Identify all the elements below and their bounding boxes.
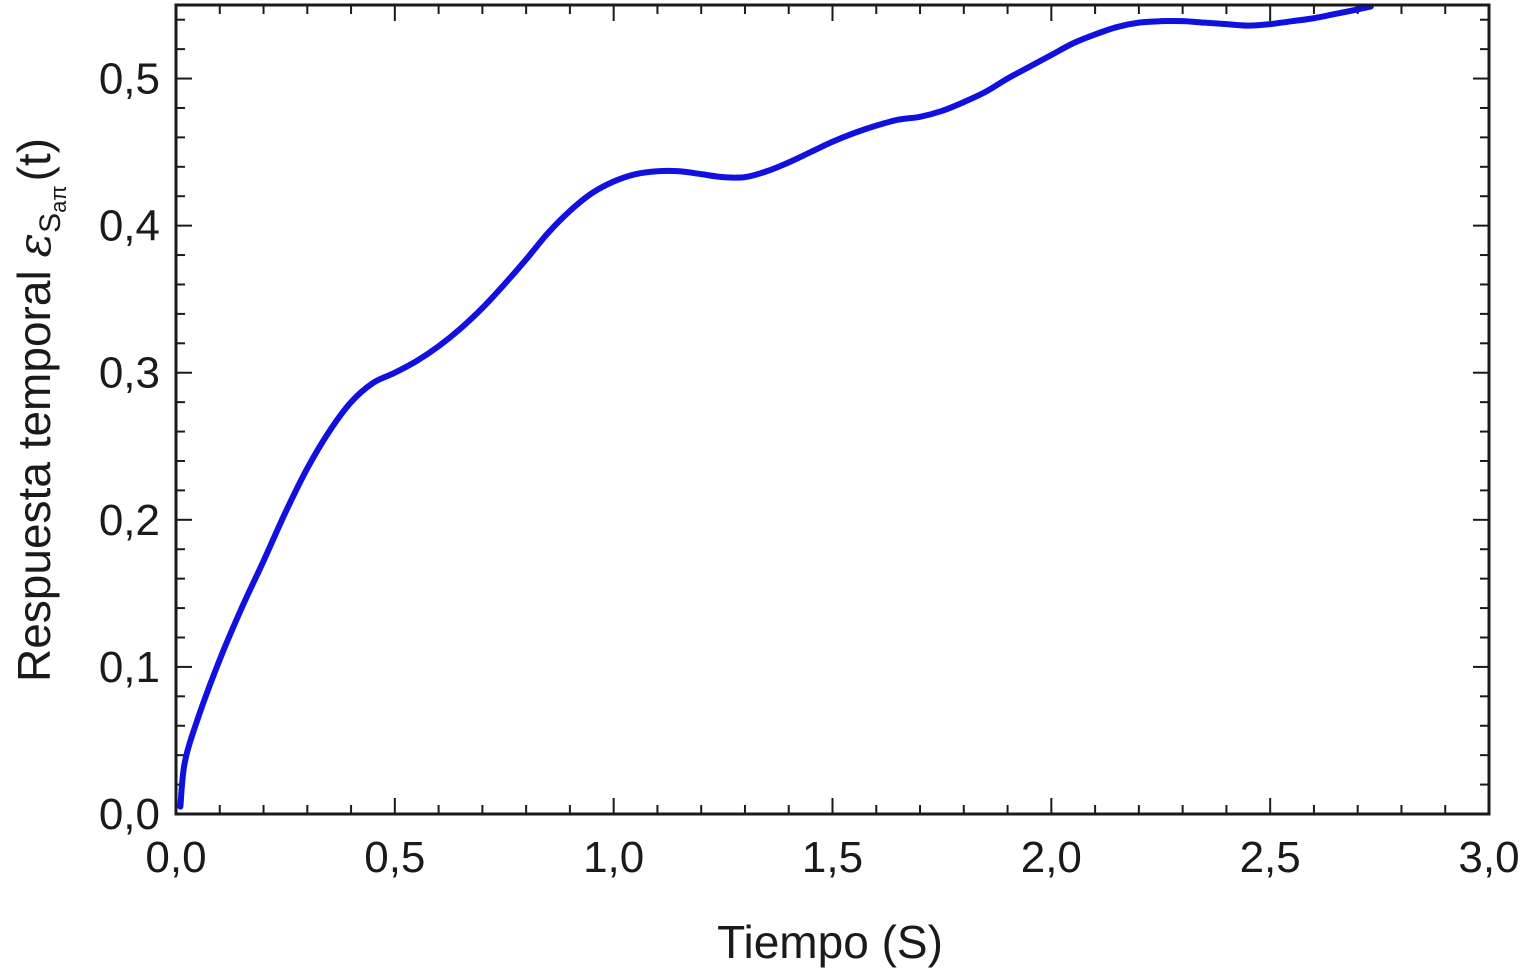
x-tick-label: 3,0 xyxy=(1458,833,1519,882)
y-tick-label: 0,0 xyxy=(99,790,160,839)
y-tick-label: 0,3 xyxy=(99,349,160,398)
series-line xyxy=(177,3,1374,810)
y-tick-label: 0,4 xyxy=(99,202,160,251)
x-tick-label: 2,5 xyxy=(1240,833,1301,882)
plot-frame xyxy=(174,3,1491,816)
y-tick-label: 0,5 xyxy=(99,55,160,104)
y-axis-title-symbol: ε xyxy=(7,233,61,258)
y-tick-label: 0,1 xyxy=(99,643,160,692)
y-axis-title: Respuesta temporal εSaπ (t) xyxy=(7,138,71,682)
y-axis-title-suffix: (t) xyxy=(8,138,60,181)
y-tick-label: 0,2 xyxy=(99,496,160,545)
y-axis-title-text: Respuesta temporal xyxy=(8,258,60,682)
x-tick-label: 0,0 xyxy=(145,833,206,882)
x-tick-label: 1,5 xyxy=(802,833,863,882)
y-axis-title-subsubscript: aπ xyxy=(46,185,71,212)
series xyxy=(177,3,1374,810)
x-axis-title: Tiempo (S) xyxy=(717,916,943,968)
x-tick-label: 2,0 xyxy=(1021,833,1082,882)
y-axis-title-subscript: S xyxy=(34,213,67,233)
x-tick-label: 1,0 xyxy=(583,833,644,882)
x-tick-label: 0,5 xyxy=(364,833,425,882)
tick-labels: 0,0 0,5 1,0 1,5 2,0 2,5 3,0 0,0 0,1 0,2 0,3 0,4 0,5 xyxy=(99,55,1520,882)
